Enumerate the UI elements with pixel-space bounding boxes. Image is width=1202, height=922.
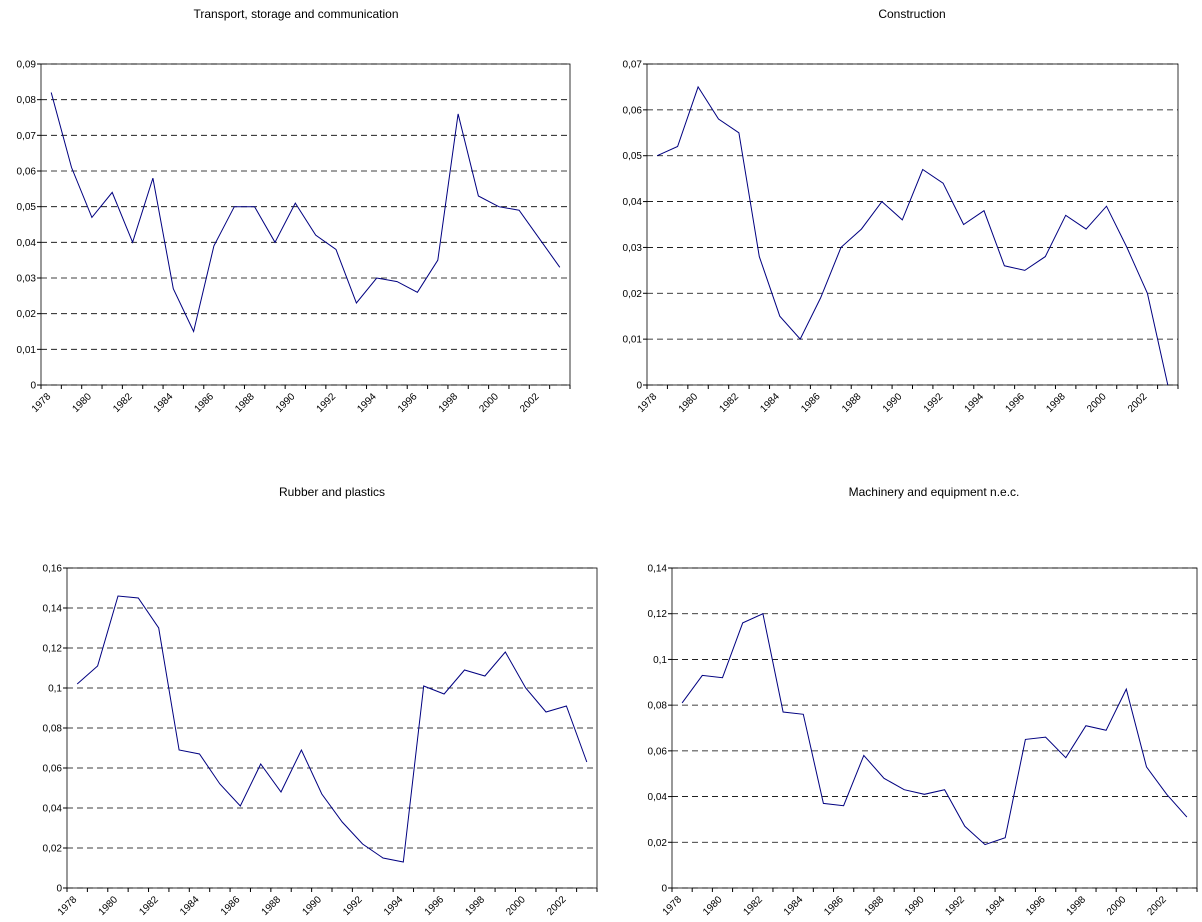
- x-tick-label: 1978: [636, 391, 660, 415]
- x-tick-label: 2000: [1085, 391, 1109, 415]
- x-tick-label: 2002: [545, 894, 569, 918]
- x-tick-label: 2000: [477, 391, 501, 415]
- y-tick-label: 0,02: [43, 844, 63, 855]
- y-tick-label: 0,07: [17, 131, 37, 142]
- y-tick-label: 0,1: [48, 684, 62, 695]
- x-tick-label: 1982: [741, 894, 765, 918]
- x-tick-label: 1980: [70, 391, 94, 415]
- x-tick-label: 1986: [822, 894, 846, 918]
- y-tick-label: 0,04: [43, 804, 63, 815]
- x-tick-label: 1994: [382, 894, 406, 918]
- x-tick-label: 1978: [56, 894, 80, 918]
- x-tick-label: 1994: [984, 894, 1008, 918]
- x-tick-label: 1980: [97, 894, 121, 918]
- y-tick-label: 0,02: [648, 838, 668, 849]
- y-tick-label: 0,12: [43, 644, 63, 655]
- x-tick-label: 1994: [355, 391, 379, 415]
- x-tick-label: 1996: [396, 391, 420, 415]
- x-tick-label: 1988: [840, 391, 864, 415]
- y-tick-label: 0,03: [623, 243, 643, 254]
- x-tick-label: 2000: [504, 894, 528, 918]
- x-tick-label: 1986: [193, 391, 217, 415]
- x-tick-label: 1992: [315, 391, 339, 415]
- x-tick-label: 1982: [137, 894, 161, 918]
- x-tick-label: 2002: [1126, 391, 1150, 415]
- y-tick-label: 0,01: [17, 345, 37, 356]
- x-tick-label: 1980: [701, 894, 725, 918]
- chart-title: Machinery and equipment n.e.c.: [849, 485, 1020, 499]
- x-tick-label: 1990: [881, 391, 905, 415]
- y-tick-label: 0,08: [648, 701, 668, 712]
- x-tick-label: 2000: [1105, 894, 1129, 918]
- y-tick-label: 0,06: [648, 746, 668, 757]
- x-tick-label: 1984: [152, 391, 176, 415]
- y-tick-label: 0,07: [623, 60, 643, 71]
- x-tick-label: 2002: [518, 391, 542, 415]
- chart-title: Transport, storage and communication: [194, 7, 399, 21]
- data-line: [681, 612, 1188, 846]
- y-tick-label: 0,08: [43, 724, 63, 735]
- x-tick-label: 1998: [437, 391, 461, 415]
- y-tick-label: 0: [30, 381, 36, 392]
- y-tick-label: 0,09: [17, 60, 37, 71]
- x-tick-label: 1994: [963, 391, 987, 415]
- x-tick-label: 1988: [863, 894, 887, 918]
- y-tick-label: 0,14: [648, 564, 668, 575]
- y-tick-label: 0: [661, 884, 667, 895]
- x-tick-label: 1986: [799, 391, 823, 415]
- x-tick-label: 1996: [1003, 391, 1027, 415]
- x-tick-label: 1996: [423, 894, 447, 918]
- y-tick-label: 0,06: [17, 167, 37, 178]
- y-tick-label: 0,14: [43, 604, 63, 615]
- y-tick-label: 0,03: [17, 274, 37, 285]
- y-tick-label: 0,04: [648, 792, 668, 803]
- data-line: [656, 85, 1169, 386]
- data-line: [76, 595, 588, 863]
- x-tick-label: 1982: [111, 391, 135, 415]
- y-tick-label: 0,12: [648, 609, 668, 620]
- x-tick-label: 1978: [30, 391, 54, 415]
- y-tick-label: 0,04: [17, 238, 37, 249]
- y-tick-label: 0,06: [623, 105, 643, 116]
- x-tick-label: 1982: [718, 391, 742, 415]
- x-tick-label: 1986: [219, 894, 243, 918]
- x-tick-label: 1992: [943, 894, 967, 918]
- x-tick-label: 1988: [260, 894, 284, 918]
- x-tick-label: 1998: [463, 894, 487, 918]
- x-tick-label: 1998: [1044, 391, 1068, 415]
- y-tick-label: 0: [56, 884, 62, 895]
- y-tick-label: 0,05: [623, 151, 643, 162]
- y-tick-label: 0,02: [17, 309, 37, 320]
- y-tick-label: 0,05: [17, 202, 37, 213]
- data-line: [50, 92, 561, 334]
- x-tick-label: 2002: [1145, 894, 1169, 918]
- x-tick-label: 1990: [300, 894, 324, 918]
- x-tick-label: 1990: [903, 894, 927, 918]
- y-tick-label: 0: [636, 381, 642, 392]
- chart-title: Construction: [878, 7, 945, 21]
- plot-frame: [671, 567, 1198, 889]
- plot-frame: [646, 63, 1179, 386]
- y-tick-label: 0,04: [623, 197, 643, 208]
- x-tick-label: 1990: [274, 391, 298, 415]
- x-tick-label: 1992: [341, 894, 365, 918]
- x-tick-label: 1978: [661, 894, 685, 918]
- x-tick-label: 1980: [677, 391, 701, 415]
- plot-frame: [40, 63, 571, 386]
- x-tick-label: 1984: [758, 391, 782, 415]
- y-tick-label: 0,01: [623, 335, 643, 346]
- x-tick-label: 1992: [922, 391, 946, 415]
- y-tick-label: 0,08: [17, 95, 37, 106]
- x-tick-label: 1984: [782, 894, 806, 918]
- chart-title: Rubber and plastics: [279, 485, 385, 499]
- x-tick-label: 1984: [178, 894, 202, 918]
- x-tick-label: 1996: [1024, 894, 1048, 918]
- y-tick-label: 0,1: [653, 655, 667, 666]
- x-tick-label: 1998: [1065, 894, 1089, 918]
- x-tick-label: 1988: [233, 391, 257, 415]
- y-tick-label: 0,02: [623, 289, 643, 300]
- y-tick-label: 0,06: [43, 764, 63, 775]
- y-tick-label: 0,16: [43, 564, 63, 575]
